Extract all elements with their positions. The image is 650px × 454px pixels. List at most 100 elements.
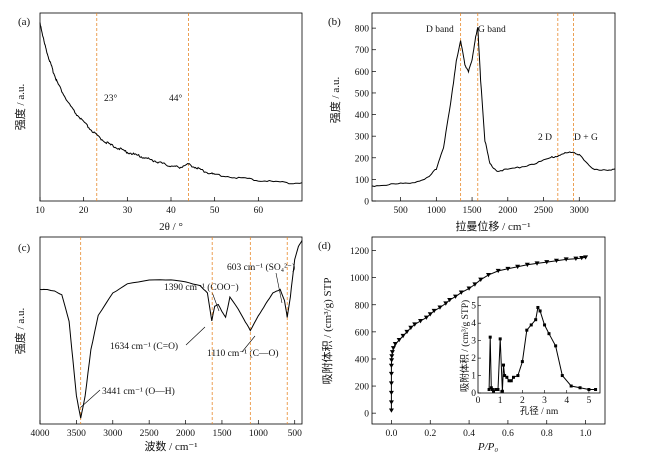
panel-d-data-point — [408, 325, 414, 331]
panel-b-ylabel: 强度 / a.u. — [328, 77, 342, 124]
panel-b-ytick-label: 400 — [355, 111, 370, 121]
panel-c-xtick-label: 3000 — [103, 429, 122, 439]
panel-d-data-point — [478, 277, 484, 282]
panel-b-xtick-label: 2000 — [498, 206, 517, 216]
panel-d-frame — [371, 236, 606, 425]
panel-a-xtick-label: 40 — [166, 206, 176, 216]
panel-d-inset-data-point — [496, 388, 500, 392]
panel-d-ytick-label: 400 — [355, 355, 370, 365]
panel-c-ylabel: 强度 / a.u. — [13, 308, 27, 355]
panel-b-annotation-g-band: G band — [478, 25, 506, 35]
panel-d-data-point — [553, 258, 559, 264]
panel-d-ytick-label: 600 — [355, 328, 370, 338]
panel-d-inset-data-point — [578, 386, 582, 390]
panel-d-data-point — [418, 319, 424, 324]
panel-d-inset-data-point — [492, 389, 496, 393]
panel-d-data-point — [583, 255, 589, 260]
panel-d-inset-ytick-label: 0 — [471, 389, 476, 399]
panel-d-inset-data-point — [516, 374, 520, 378]
panel-d-inset-xtick-label: 4 — [564, 396, 569, 406]
panel-c-xtick-label: 1500 — [212, 429, 231, 439]
panel-b-ytick-label: 500 — [355, 89, 370, 99]
panel-d-xtick-label: 0.0 — [385, 429, 397, 439]
panel-c-annotation-1110: 1110 cm⁻¹ (C—O) — [207, 348, 279, 359]
panel-d-inset-data-point — [511, 375, 515, 379]
panel-d-data-point — [388, 400, 394, 405]
panel-c-leader-1634 — [185, 326, 206, 346]
panel-d-data-point — [472, 282, 478, 287]
panel-d-series-line — [390, 256, 586, 411]
panel-a-ref-label-44: 44° — [169, 93, 183, 104]
panel-b-xlabel: 拉曼位移 / cm⁻¹ — [455, 219, 530, 233]
panel-d-inset-data-point — [505, 375, 509, 379]
panel-a-xtick-label: 50 — [210, 206, 220, 216]
panel-d-data-point — [396, 337, 402, 343]
panel-d-inset-data-point — [490, 388, 494, 392]
panel-d-inset-data-point — [536, 305, 540, 309]
panel-b-xtick-label: 1500 — [463, 206, 482, 216]
panel-d-data-point — [388, 408, 394, 413]
panel-d-inset-data-point — [569, 384, 573, 388]
panel-b-ytick-label: 200 — [355, 154, 370, 164]
panel-d-inset-data-point — [543, 323, 547, 327]
panel-a-label: (a) — [18, 16, 31, 28]
panel-a-xtick-label: 10 — [35, 206, 45, 216]
panel-d-inset-data-point — [520, 360, 524, 364]
panel-d-data-point — [404, 329, 410, 335]
panel-d-xtick-label: 0.6 — [502, 429, 514, 439]
panel-d-inset-data-point — [494, 388, 498, 392]
panel-d-inset-data-point — [534, 318, 538, 322]
panel-d-xlabel: P/P₀ — [477, 441, 498, 453]
panel-d-data-point — [390, 346, 396, 351]
panel-d-inset-data-point — [594, 388, 598, 392]
panel-d-data-point — [458, 290, 464, 295]
panel-b-ytick-label: 300 — [355, 133, 370, 143]
panel-d-inset-data-point — [538, 309, 542, 313]
panel-d-xtick-label: 0.2 — [424, 429, 436, 439]
panel-c-xtick-label: 2500 — [140, 429, 159, 439]
panel-d-data-point — [389, 358, 395, 363]
panel-d-data-point — [400, 333, 406, 339]
panel-d-inset-ytick-label: 2 — [471, 354, 476, 364]
panel-c-xtick-label: 500 — [288, 429, 303, 439]
panel-c-xtick-label: 4000 — [31, 429, 50, 439]
panel-d-ytick-label: 800 — [355, 301, 370, 311]
panel-b-xtick-label: 2500 — [534, 206, 553, 216]
panel-d-data-point — [515, 264, 521, 270]
panel-a-frame — [39, 12, 303, 202]
panel-b-ytick-label: 800 — [355, 25, 370, 35]
panel-d-ytick-label: 200 — [355, 383, 370, 393]
panel-d-inset-data-point — [500, 389, 504, 393]
panel-d-data-point — [524, 262, 530, 268]
panel-d-inset-xtick-label: 0 — [476, 396, 481, 406]
panel-d-data-point — [388, 381, 394, 386]
panel-d-inset-series-line — [488, 306, 596, 393]
panel-d-inset-data-point — [488, 335, 492, 339]
panel-a-series-line — [39, 22, 303, 185]
panel-d-inset-ytick-label: 5 — [471, 302, 476, 312]
panel-d-data-point — [505, 266, 511, 272]
panel-d-data-point — [466, 286, 472, 291]
panel-d-data-point — [495, 268, 501, 274]
panel-b-xtick-label: 3000 — [570, 206, 589, 216]
panel-d-inset-data-point — [498, 337, 502, 341]
panel-d-inset-data-point — [587, 388, 591, 392]
panel-d-inset-ytick-label: 4 — [471, 319, 476, 329]
panel-d-inset-data-point — [529, 323, 533, 327]
panel-d-xtick-label: 0.8 — [541, 429, 553, 439]
panel-d-inset-data-point — [509, 379, 513, 383]
panel-d-inset-ytick-label: 3 — [471, 337, 476, 347]
panel-d-data-point — [431, 308, 437, 314]
panel-d-data-point — [573, 256, 579, 261]
panel-d-inset-data-point — [502, 363, 506, 367]
panel-d-inset-data-point — [489, 386, 493, 390]
panel-d-inset-xlabel: 孔径 / nm — [520, 405, 559, 417]
panel-d-inset-data-point — [547, 332, 551, 336]
panel-c-series-line — [39, 240, 303, 419]
panel-d-inset-ytick-label: 1 — [471, 372, 476, 382]
panel-c-annotation-603: 603 cm⁻¹ (SO₄²⁻) — [227, 262, 295, 273]
panel-b-annotation-dg: D + G — [574, 133, 598, 143]
panel-c-frame — [39, 236, 303, 425]
panel-d-data-point — [443, 301, 449, 306]
